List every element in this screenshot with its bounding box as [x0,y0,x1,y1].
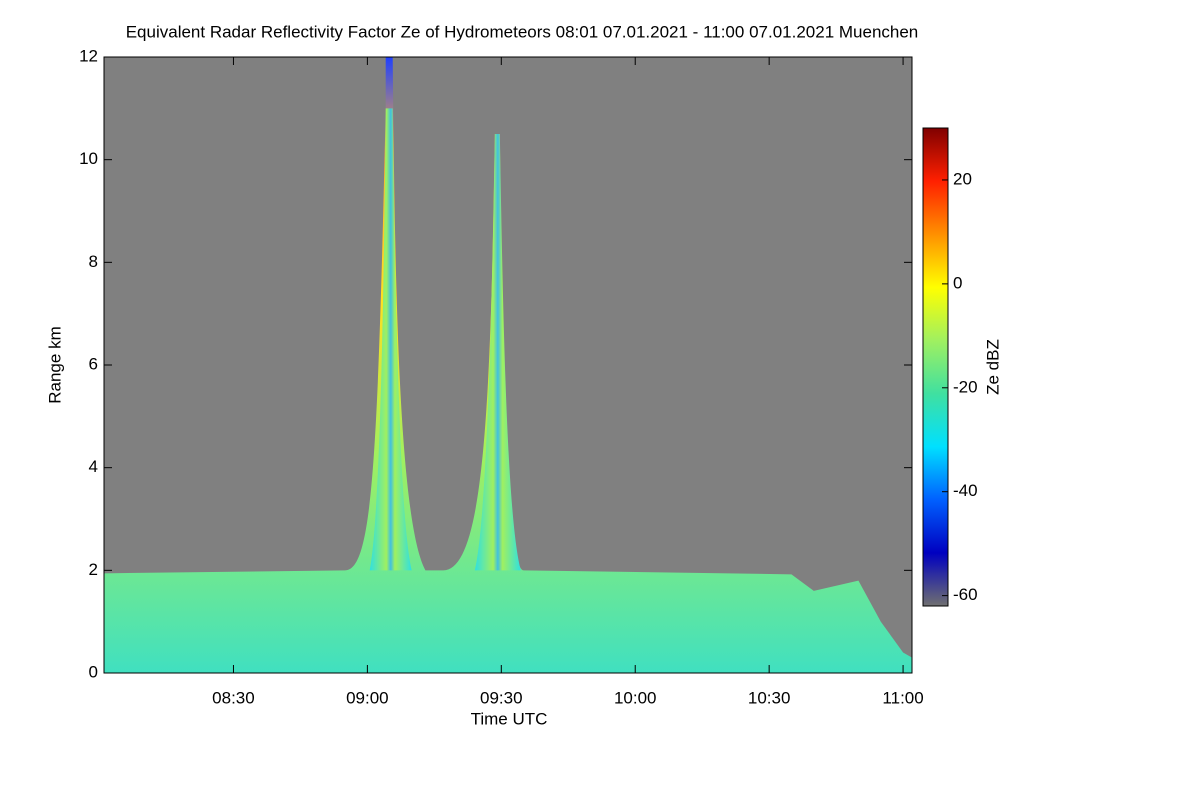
x-tick-label: 09:00 [346,688,389,707]
colorbar-tick-label: 0 [953,273,962,292]
x-tick-label: 10:30 [748,688,791,707]
echo-peak [369,108,412,571]
chart-title: Equivalent Radar Reflectivity Factor Ze … [126,22,919,41]
colorbar-tick-label: -40 [953,481,978,500]
x-tick-label: 09:30 [480,688,523,707]
y-axis-label: Range km [45,326,64,403]
colorbar: -60 -40 -20 0 20 [922,127,978,607]
colorbar-tick-label: 20 [953,169,972,188]
colorbar-tick-label: -60 [953,585,978,604]
colorbar-label: Ze dBZ [983,339,1002,395]
y-tick-label: 2 [89,560,98,579]
y-tick-label: 4 [89,457,98,476]
echo-peak [474,134,521,571]
x-tick-label: 11:00 [882,688,923,707]
x-tick-label: 10:00 [614,688,657,707]
plot-area [103,56,913,674]
colorbar-tick-label: -20 [953,377,978,396]
x-axis-label: Time UTC [471,709,548,728]
y-tick-label: 8 [89,252,98,271]
x-tick-label: 08:30 [212,688,255,707]
colorbar-scale [922,127,949,607]
y-tick-label: 0 [89,662,98,681]
y-tick-label: 12 [79,46,98,65]
y-tick-label: 10 [79,149,98,168]
y-tick-label: 6 [89,354,98,373]
